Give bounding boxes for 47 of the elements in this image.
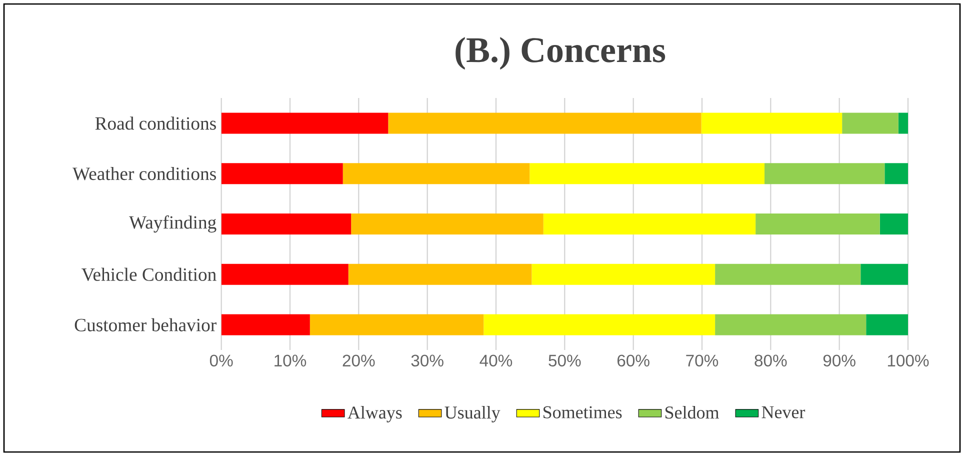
bar: [860, 264, 908, 285]
legend-label: Seldom: [665, 406, 719, 419]
bar: [701, 112, 842, 134]
bar: [388, 112, 702, 134]
x-tick-label: 40%: [480, 354, 512, 366]
bar: [884, 163, 908, 184]
x-tick-label: 10%: [274, 354, 306, 366]
y-tick-label: Customer behavior: [74, 318, 216, 332]
bar: [898, 112, 908, 134]
chart-title: (B.) Concerns: [456, 36, 666, 70]
bar: [764, 163, 885, 184]
x-tick-label: 20%: [342, 354, 375, 366]
y-tick-label: Wayfinding: [128, 215, 216, 233]
bar: [842, 112, 898, 134]
bar: [221, 112, 388, 134]
bar: [543, 213, 756, 234]
y-tick-label: Weather conditions: [72, 166, 216, 180]
x-tick-label: 60%: [617, 354, 650, 366]
bar: [715, 264, 861, 285]
x-tick-label: 30%: [411, 354, 444, 366]
y-tick-label: Road conditions: [95, 116, 216, 130]
x-tick-label: 90%: [823, 354, 856, 366]
legend-label: Never: [762, 406, 806, 418]
x-tick-label: 70%: [686, 354, 718, 366]
bar: [866, 314, 908, 336]
bar: [221, 314, 310, 336]
legend-label: Usually: [444, 406, 500, 422]
bar: [756, 213, 880, 234]
bar: [715, 314, 866, 336]
bar: [310, 314, 484, 336]
bar: [484, 314, 716, 336]
bar: [348, 264, 532, 285]
bar: [221, 163, 343, 184]
x-tick-label: 50%: [548, 354, 581, 366]
bar: [532, 264, 716, 285]
bar: [221, 264, 348, 285]
bar: [530, 163, 764, 184]
bar: [351, 213, 544, 234]
legend-label: Sometimes: [544, 406, 622, 418]
x-tick-label: 100%: [888, 354, 929, 366]
y-tick-label: Vehicle Condition: [82, 268, 216, 282]
bar: [880, 213, 908, 234]
bar: [342, 163, 530, 184]
legend-label: Always: [348, 406, 402, 422]
bar: [221, 213, 352, 234]
x-tick-label: 80%: [754, 354, 787, 366]
x-tick-label: 0%: [210, 354, 233, 366]
